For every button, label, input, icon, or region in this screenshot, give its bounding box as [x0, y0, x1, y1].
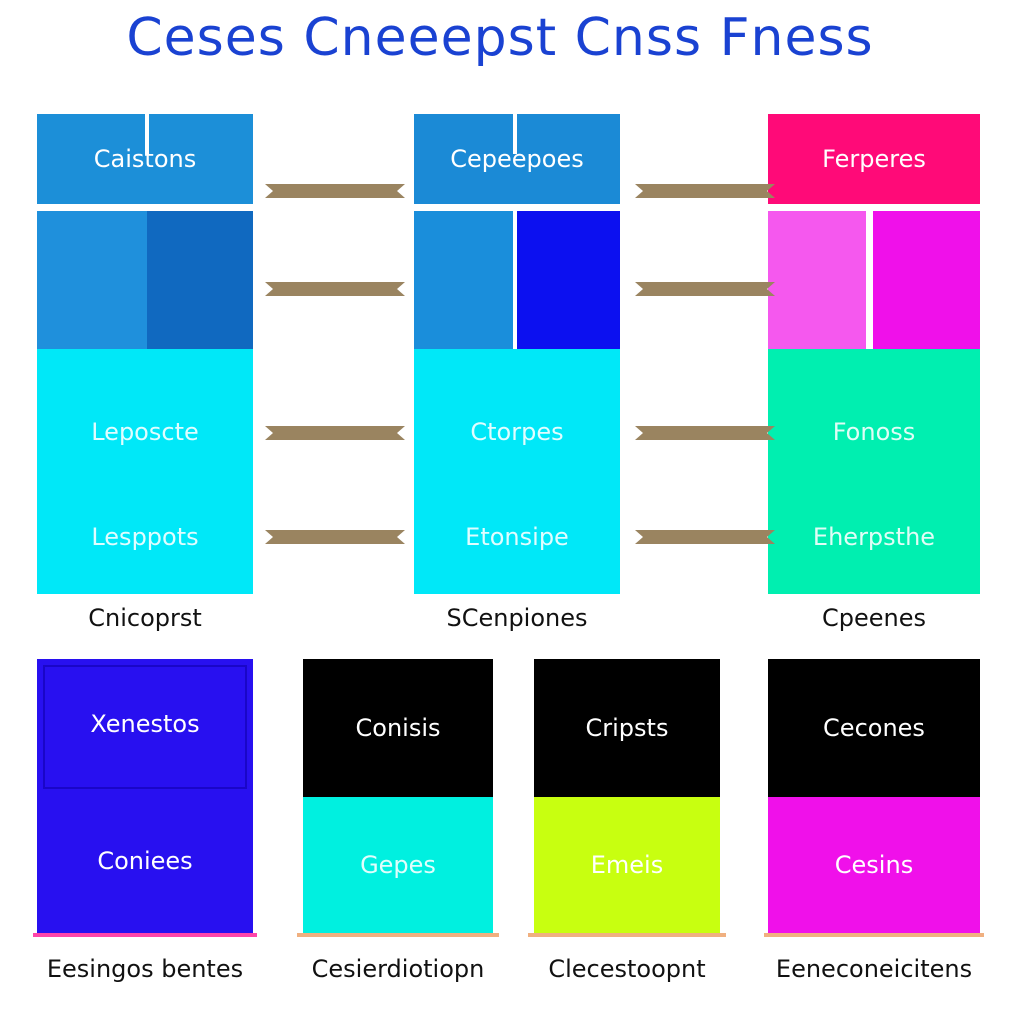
card-3: Cripsts Emeis [528, 659, 726, 939]
column-3-caption: Cpeenes [821, 604, 926, 632]
card-2-caption: Cesierdiotiopn [311, 955, 485, 983]
card-2-top: Conisis [303, 659, 493, 797]
column-1: Caistons Leposcte Lesppots [37, 114, 253, 594]
card-2-underline [297, 933, 499, 937]
connector-2-3-row3 [635, 424, 775, 442]
card-3-underline [528, 933, 726, 937]
card-4: Cecones Cesins [764, 659, 984, 939]
card-3-caption: Clecestoopnt [548, 955, 706, 983]
connector-1-2-row2 [265, 280, 405, 298]
column-2-lower-label: Etonsipe [465, 523, 569, 551]
column-1-header-divider [145, 114, 149, 154]
card-4-underline [764, 933, 984, 937]
page-title: Ceses Cneeepst Cnss Fness [126, 8, 874, 68]
connector-2-3-row4 [635, 528, 775, 546]
connector-2-3-row1 [635, 182, 775, 200]
card-2-bottom: Gepes [303, 797, 493, 933]
card-1-bottom: Coniees [37, 789, 253, 933]
column-3-upper-label: Fonoss [832, 418, 916, 446]
column-1-main-panel [37, 349, 253, 594]
column-2-right-panel [517, 211, 620, 349]
connector-1-2-row4 [265, 528, 405, 546]
column-3-main-panel [768, 349, 980, 594]
connector-2-3-row2 [635, 280, 775, 298]
column-2: Cepeepoes Ctorpes Etonsipe [414, 114, 620, 594]
card-1-caption: Eesingos bentes [46, 955, 244, 983]
column-3: Ferperes Fonoss Eherpsthe [768, 114, 980, 594]
column-2-main-panel [414, 349, 620, 594]
column-1-caption: Cnicoprst [88, 604, 202, 632]
column-3-lower-label: Eherpsthe [812, 523, 936, 551]
card-3-top: Cripsts [534, 659, 720, 797]
card-4-top: Cecones [768, 659, 980, 797]
column-1-upper-label: Leposcte [91, 418, 199, 446]
connector-1-2-row3 [265, 424, 405, 442]
column-2-header-divider [513, 114, 517, 154]
card-1-top: Xenestos [37, 659, 253, 789]
column-1-lower-label: Lesppots [91, 523, 199, 551]
column-1-left-panel [37, 211, 147, 349]
card-3-bottom: Emeis [534, 797, 720, 933]
card-1-top-frame [43, 665, 247, 789]
column-2-panel-divider [513, 211, 517, 349]
column-3-right-panel [873, 211, 980, 349]
column-2-left-panel [414, 211, 513, 349]
column-3-left-panel [768, 211, 866, 349]
card-1: Xenestos Coniees [33, 659, 257, 939]
column-3-header: Ferperes [768, 114, 980, 204]
column-2-header: Cepeepoes [414, 114, 620, 204]
card-2: Conisis Gepes [297, 659, 499, 939]
column-2-upper-label: Ctorpes [470, 418, 564, 446]
column-1-right-panel [147, 211, 253, 349]
column-3-panel-divider [866, 211, 873, 349]
card-4-bottom: Cesins [768, 797, 980, 933]
column-2-caption: SCenpiones [446, 604, 588, 632]
card-1-underline [33, 933, 257, 937]
connector-1-2-row1 [265, 182, 405, 200]
card-4-caption: Eeneconeicitens [775, 955, 973, 983]
